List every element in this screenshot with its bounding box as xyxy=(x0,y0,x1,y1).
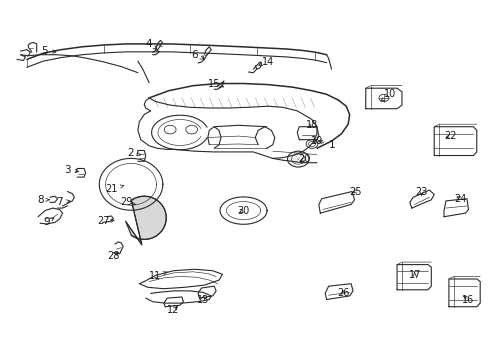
Text: 15: 15 xyxy=(207,78,223,89)
Polygon shape xyxy=(125,196,166,245)
Text: 2: 2 xyxy=(127,148,141,158)
Text: 12: 12 xyxy=(167,305,180,315)
Text: 29: 29 xyxy=(120,197,135,207)
Text: 22: 22 xyxy=(444,131,456,141)
Text: 17: 17 xyxy=(407,270,420,280)
Text: 9: 9 xyxy=(43,217,54,228)
Text: 24: 24 xyxy=(453,194,466,204)
Text: 10: 10 xyxy=(380,89,396,101)
Text: 11: 11 xyxy=(149,271,167,282)
Text: 6: 6 xyxy=(191,50,203,60)
Text: 8: 8 xyxy=(37,195,49,205)
Text: 23: 23 xyxy=(414,186,427,197)
Text: 13: 13 xyxy=(196,294,209,305)
Text: 5: 5 xyxy=(41,46,56,56)
Text: 4: 4 xyxy=(145,39,156,49)
Text: 19: 19 xyxy=(310,136,323,146)
Text: 28: 28 xyxy=(107,251,120,261)
Text: 30: 30 xyxy=(237,206,249,216)
Text: 16: 16 xyxy=(461,294,474,305)
Text: 18: 18 xyxy=(305,120,318,130)
Text: 7: 7 xyxy=(56,197,70,207)
Text: 14: 14 xyxy=(258,57,274,67)
Text: 27: 27 xyxy=(97,216,114,226)
Text: 25: 25 xyxy=(349,186,362,197)
Text: 3: 3 xyxy=(64,165,78,175)
Text: 26: 26 xyxy=(336,288,349,298)
Text: 20: 20 xyxy=(297,154,310,164)
Text: 21: 21 xyxy=(105,184,123,194)
Text: 1: 1 xyxy=(318,140,335,150)
